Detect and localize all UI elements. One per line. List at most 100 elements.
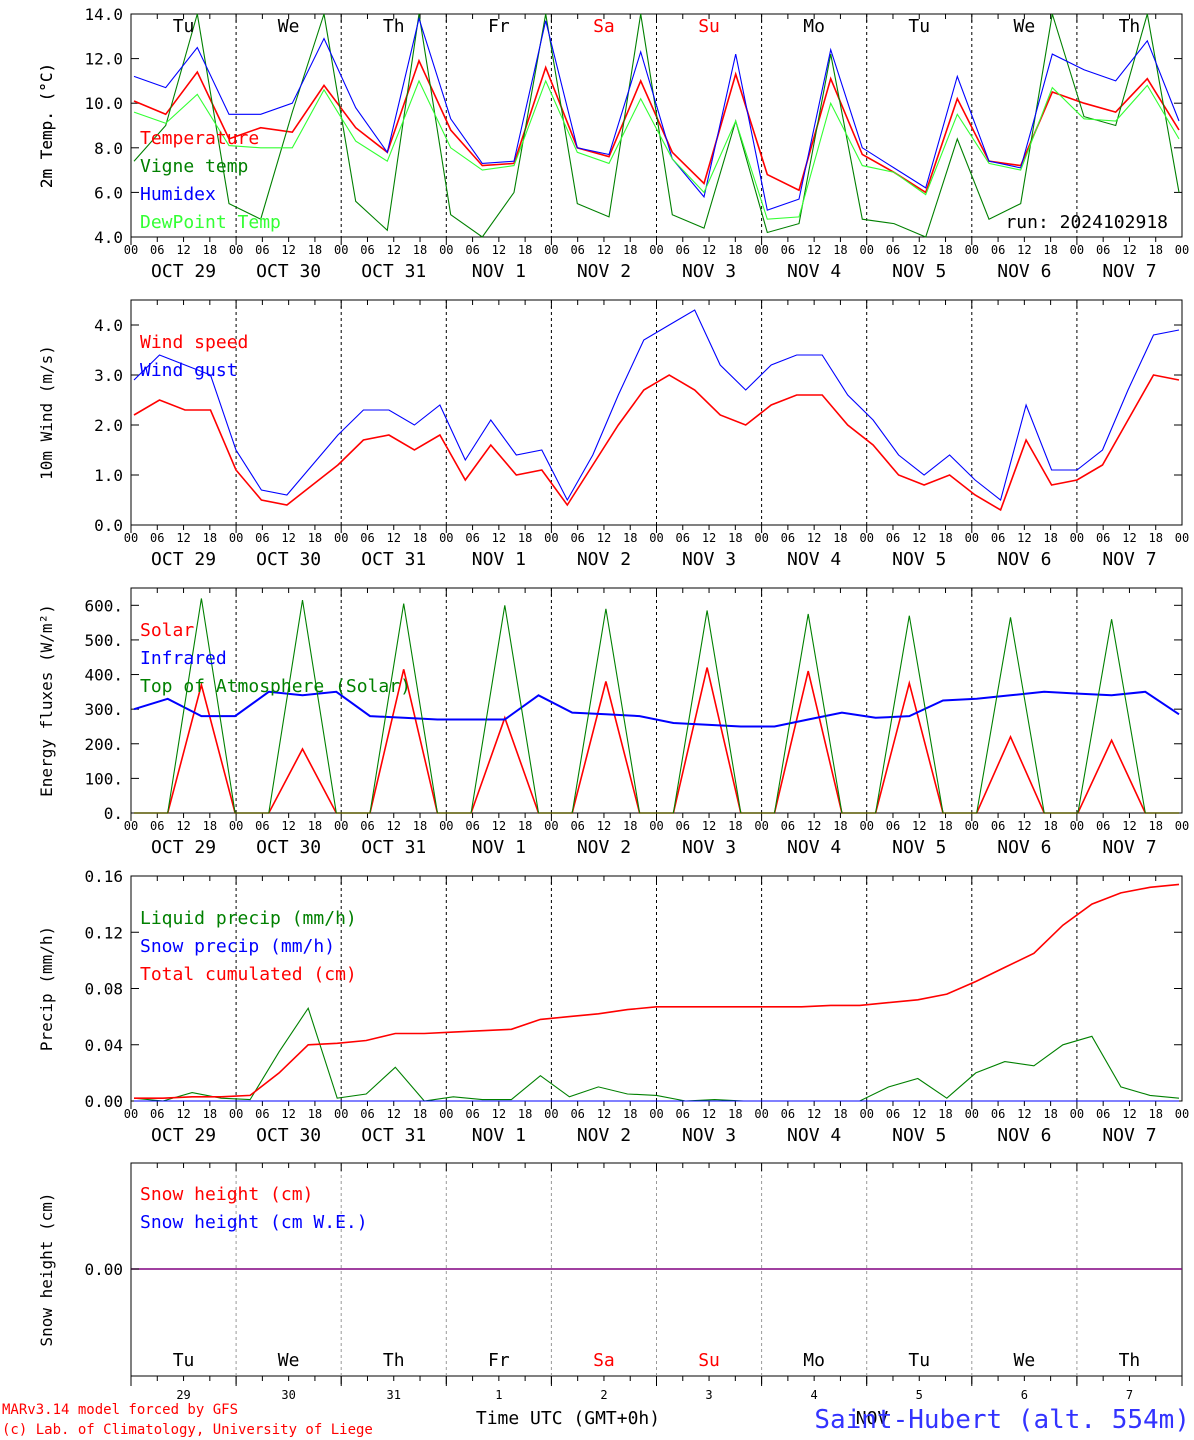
hour-label: 18 [518,531,532,545]
date-label: NOV 5 [892,549,946,570]
y-tick-label: 6.0 [94,183,123,202]
y-tick-label: 600. [84,596,123,615]
hour-label: 18 [308,243,322,257]
day-number: 30 [281,1388,295,1402]
hour-label: 18 [413,243,427,257]
series-line-humidex [133,16,1180,211]
weekday-label: Tu [173,16,195,37]
y-tick-label: 1.0 [94,466,123,485]
weekday-label: Th [1119,1350,1141,1371]
date-label: NOV 6 [997,549,1051,570]
hour-label: 06 [465,243,479,257]
weekday-label: We [1014,1350,1036,1371]
hour-label: 12 [176,1107,190,1121]
hour-label: 06 [465,1107,479,1121]
y-tick-label: 0.08 [84,980,123,999]
hour-label: 18 [1148,531,1162,545]
hour-label: 18 [728,243,742,257]
hour-label: 18 [1043,531,1057,545]
hour-label: 06 [781,1107,795,1121]
hour-label: 06 [676,243,690,257]
hour-label: 00 [544,243,558,257]
hour-label: 18 [833,819,847,833]
day-number: 7 [1126,1388,1133,1402]
weekday-label: Mo [803,16,825,37]
date-label: NOV 7 [1102,837,1156,858]
hour-label: 06 [991,531,1005,545]
hour-label: 00 [229,1107,243,1121]
hour-label: 06 [886,243,900,257]
date-label: NOV 6 [997,1125,1051,1146]
hour-label: 18 [938,1107,952,1121]
hour-label: 00 [439,819,453,833]
y-axis-label: Snow height (cm) [37,1192,56,1346]
hour-label: 18 [623,819,637,833]
hour-label: 12 [1122,243,1136,257]
series-line-total-cumulated-cm- [134,883,1180,1099]
hour-label: 12 [1017,819,1031,833]
date-label: NOV 2 [577,837,631,858]
hour-label: 00 [124,531,138,545]
panel-2: 00 06 12 18 00 06 12 18 00 06 12 18 00 06 12 18 00 06 12 18… [37,299,1189,570]
legend-entry: Snow height (cm) [140,1184,313,1205]
hour-label: 18 [308,819,322,833]
hour-label: 18 [1043,1107,1057,1121]
y-tick-label: 0. [104,804,123,823]
y-axis-label: Energy fluxes (W/m²) [37,604,56,797]
date-label: NOV 1 [472,837,526,858]
date-label: NOV 1 [472,1125,526,1146]
y-tick-label: 0.12 [84,923,123,942]
legend-entry: Snow height (cm W.E.) [140,1212,368,1233]
hour-label: 06 [781,819,795,833]
hour-label: 06 [255,531,269,545]
weekday-label: Fr [488,16,510,37]
hour-label: 00 [439,243,453,257]
series-line-wind-speed [133,374,1180,512]
y-tick-label: 300. [84,700,123,719]
hour-label: 18 [203,531,217,545]
legend-entry: Solar [140,620,194,641]
hour-label: 06 [991,1107,1005,1121]
hour-label: 06 [1096,531,1110,545]
panel-3: 00 06 12 18 00 06 12 18 00 06 12 18 00 06 12 18 00 06 12 18… [37,587,1189,858]
y-tick-label: 12.0 [84,50,123,69]
day-number: 2 [600,1388,607,1402]
hour-label: 12 [597,1107,611,1121]
hour-label: 12 [281,1107,295,1121]
hour-label: 12 [702,819,716,833]
day-number: 5 [916,1388,923,1402]
date-label: NOV 3 [682,1125,736,1146]
hour-label: 00 [544,819,558,833]
y-tick-label: 4.0 [94,228,123,247]
legend-entry: Temperature [140,128,259,149]
hour-label: 06 [1096,819,1110,833]
hour-label: 00 [754,243,768,257]
hour-label: 12 [912,1107,926,1121]
hour-label: 00 [754,531,768,545]
hour-label: 12 [387,531,401,545]
series-line-wind-gust [133,309,1180,502]
date-label: NOV 4 [787,1125,841,1146]
y-tick-label: 500. [84,631,123,650]
weekday-label: Tu [173,1350,195,1371]
hour-label: 06 [360,1107,374,1121]
date-label: NOV 1 [472,261,526,282]
date-label: OCT 29 [151,837,216,858]
date-label: OCT 31 [361,549,426,570]
hour-label: 00 [229,819,243,833]
hour-label: 00 [1175,819,1189,833]
weekday-label: Fr [488,1350,510,1371]
legend-entry: DewPoint Temp [140,212,281,233]
day-number: 3 [705,1388,712,1402]
y-tick-label: 2.0 [94,416,123,435]
hour-label: 18 [413,531,427,545]
date-label: OCT 31 [361,261,426,282]
hour-label: 18 [1148,1107,1162,1121]
date-label: NOV 1 [472,549,526,570]
hour-label: 12 [912,819,926,833]
hour-label: 18 [938,243,952,257]
legend-entry: Infrared [140,648,227,669]
legend-entry: Humidex [140,184,216,205]
date-label: NOV 7 [1102,261,1156,282]
